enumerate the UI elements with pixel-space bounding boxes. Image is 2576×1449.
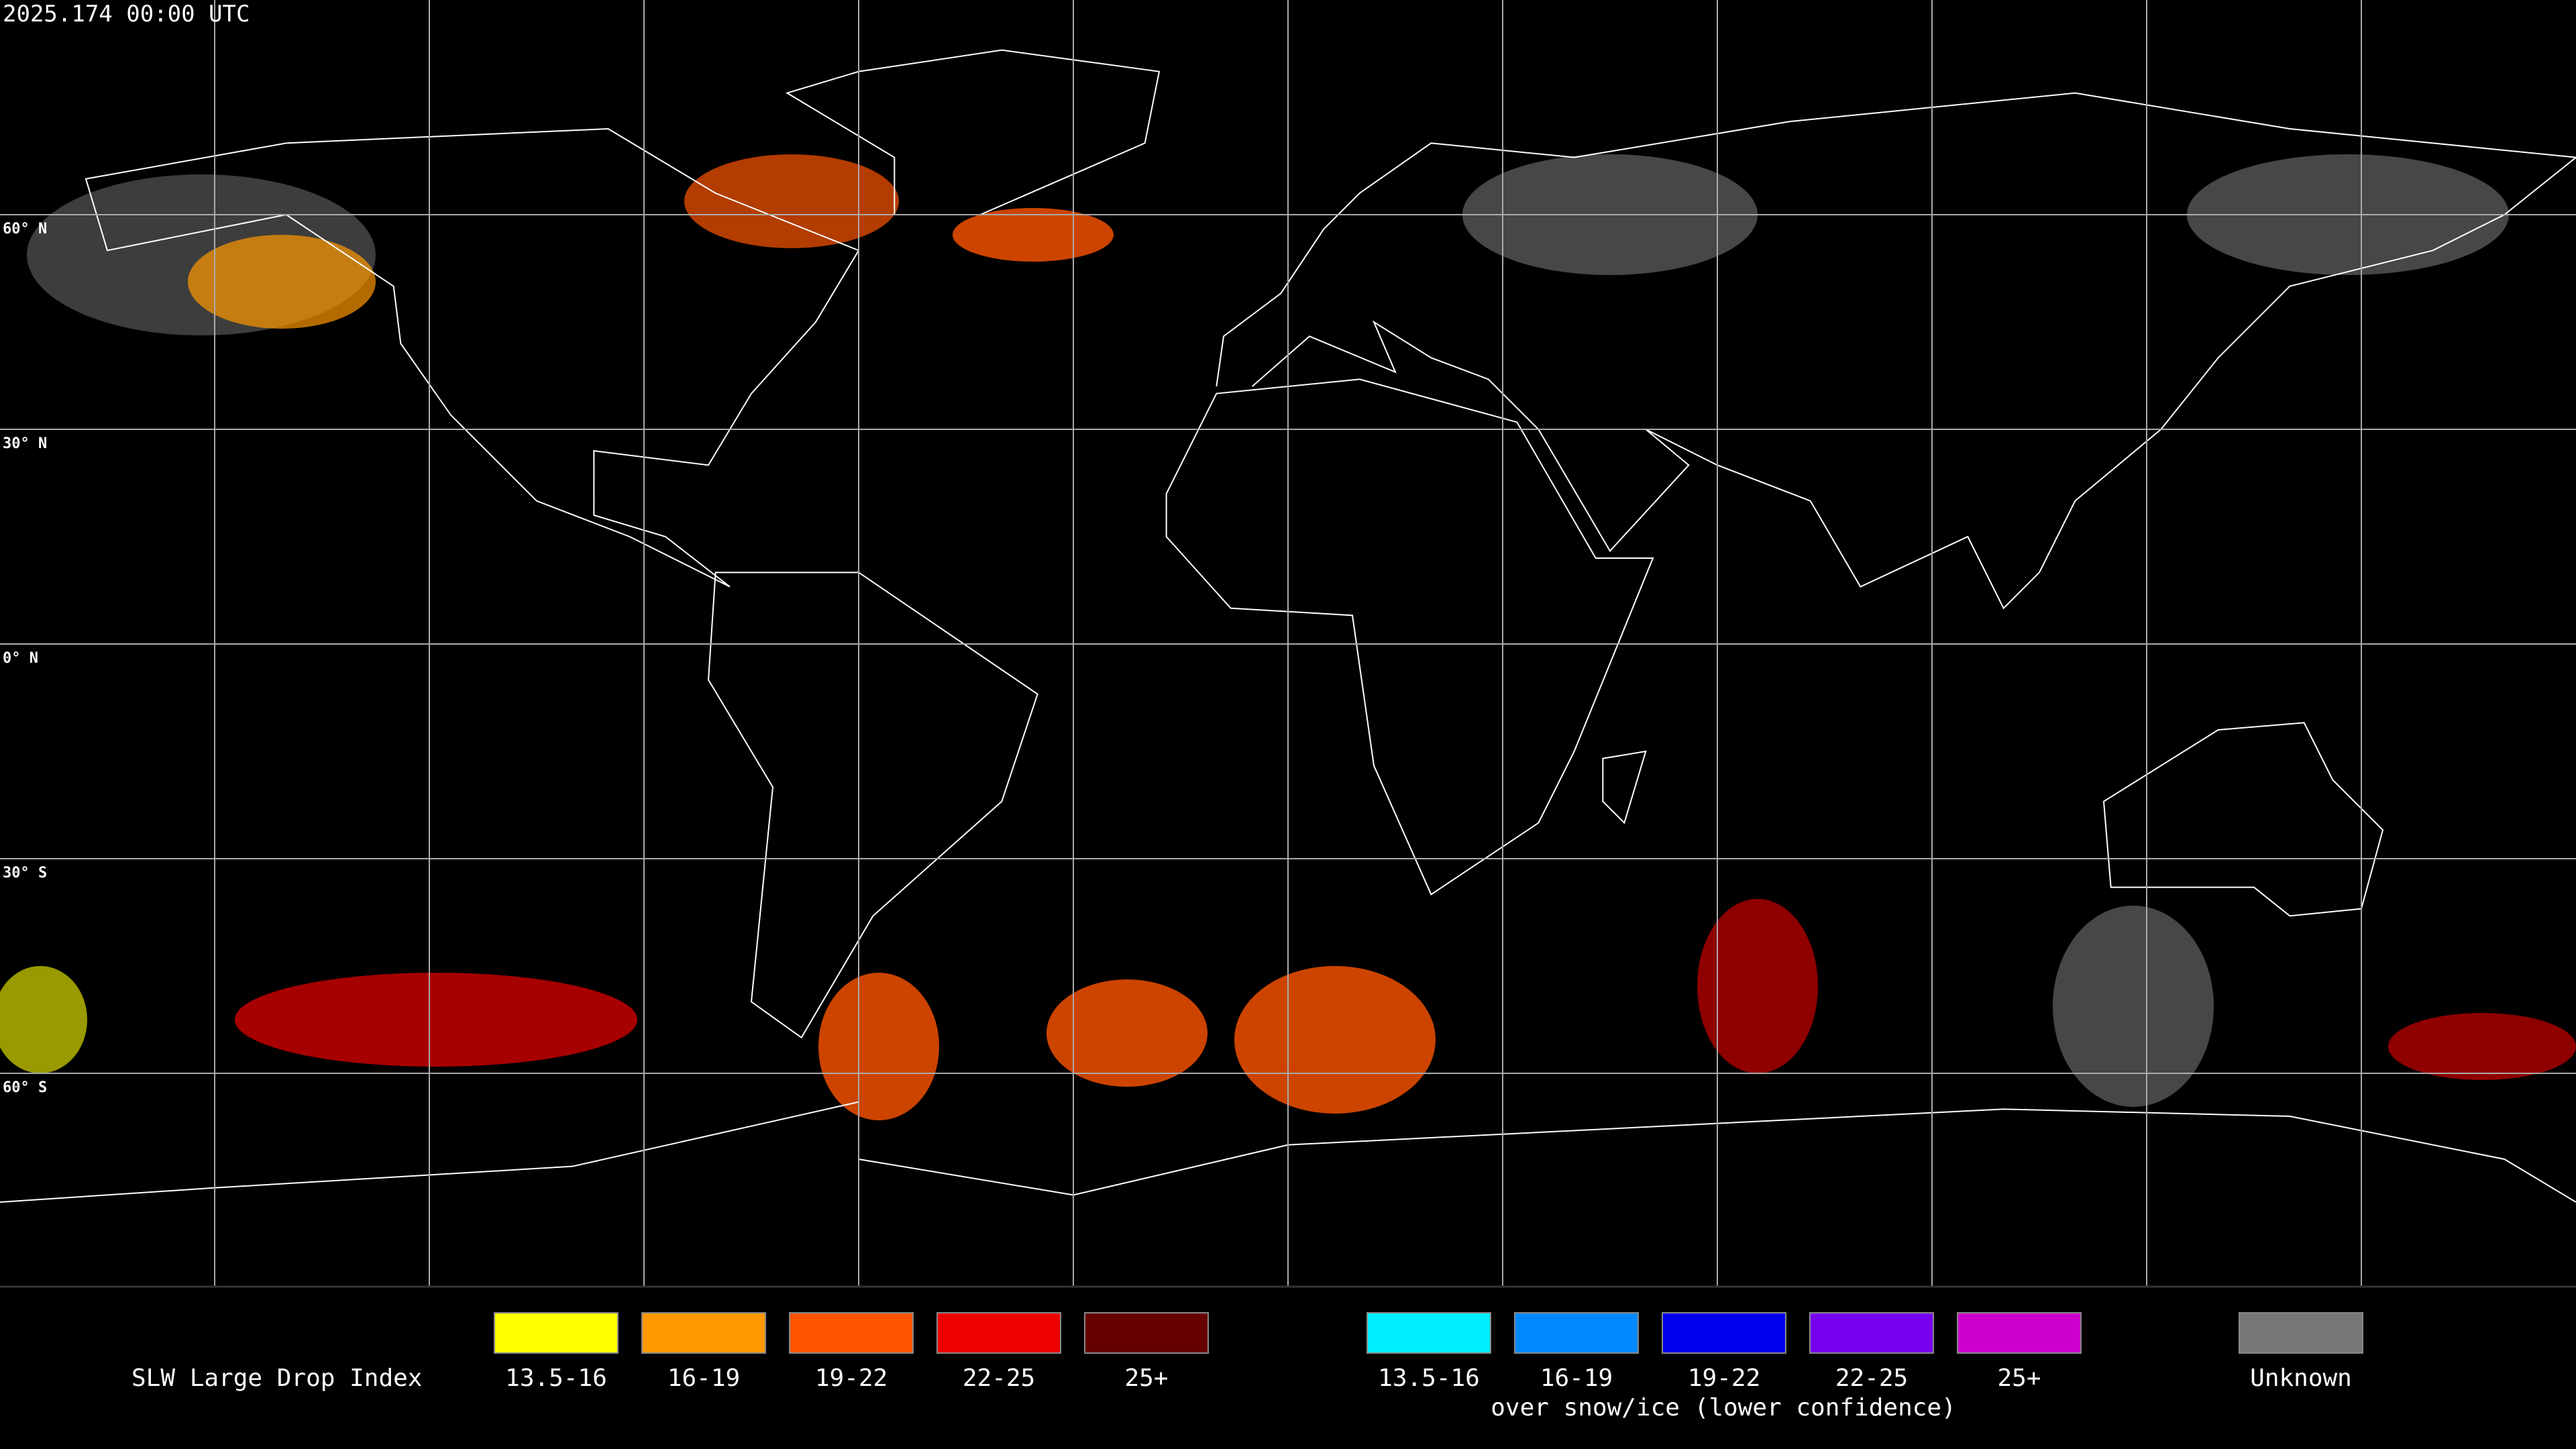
- cloud-patch: [1234, 966, 1436, 1114]
- latitude-label: 0° N: [3, 650, 38, 667]
- legend-label: 16-19: [667, 1364, 740, 1392]
- legend-swatch: [1366, 1312, 1491, 1354]
- legend-swatch: [789, 1312, 914, 1354]
- cloud-field: [0, 154, 2576, 1120]
- cloud-patch: [188, 235, 376, 329]
- legend-label: 25+: [1997, 1364, 2041, 1392]
- legend-label: 19-22: [815, 1364, 888, 1392]
- cloud-patch: [235, 973, 637, 1067]
- coastline: [1603, 751, 1646, 823]
- cloud-patch: [2388, 1013, 2576, 1080]
- coastline: [2104, 722, 2383, 916]
- legend-swatch: [936, 1312, 1061, 1354]
- legend-label: 22-25: [963, 1364, 1035, 1392]
- cloud-patch: [953, 208, 1114, 262]
- legend-label: 13.5-16: [505, 1364, 607, 1392]
- cloud-patch: [818, 973, 939, 1120]
- coastline: [708, 572, 1038, 1037]
- legend-swatch: [2239, 1312, 2363, 1354]
- latitude-label: 30° N: [3, 435, 47, 452]
- legend-label: 19-22: [1688, 1364, 1760, 1392]
- cloud-patch: [2053, 906, 2214, 1107]
- cloud-patch: [1046, 979, 1208, 1087]
- legend-label: 22-25: [1835, 1364, 1908, 1392]
- legend-swatch: [494, 1312, 619, 1354]
- legend-swatch: [1957, 1312, 2082, 1354]
- cloud-patch: [684, 154, 899, 248]
- legend-swatch: [1809, 1312, 1934, 1354]
- latitude-label: 30° S: [3, 865, 47, 881]
- coastline: [86, 129, 859, 587]
- latitude-label: 60° S: [3, 1079, 47, 1096]
- legend-label: 13.5-16: [1378, 1364, 1480, 1392]
- legend-swatch: [1514, 1312, 1639, 1354]
- cloud-patch: [0, 966, 87, 1073]
- legend-label: 16-19: [1540, 1364, 1613, 1392]
- coastline: [1216, 93, 2576, 608]
- graticule: [0, 0, 2576, 1287]
- legend-swatch: [1084, 1312, 1209, 1354]
- legend-swatch: [641, 1312, 766, 1354]
- timestamp: 2025.174 00:00 UTC: [3, 1, 250, 28]
- legend-swatch: [1662, 1312, 1786, 1354]
- legend-label: Unknown: [2250, 1364, 2352, 1392]
- legend-note: over snow/ice (lower confidence): [1491, 1394, 1956, 1421]
- legend-label: 25+: [1124, 1364, 1168, 1392]
- coastline: [0, 1102, 2576, 1202]
- latitude-label: 60° N: [3, 221, 47, 237]
- cloud-patch: [1697, 899, 1818, 1073]
- legend-title: SLW Large Drop Index: [131, 1364, 422, 1392]
- coastline: [1167, 379, 1653, 894]
